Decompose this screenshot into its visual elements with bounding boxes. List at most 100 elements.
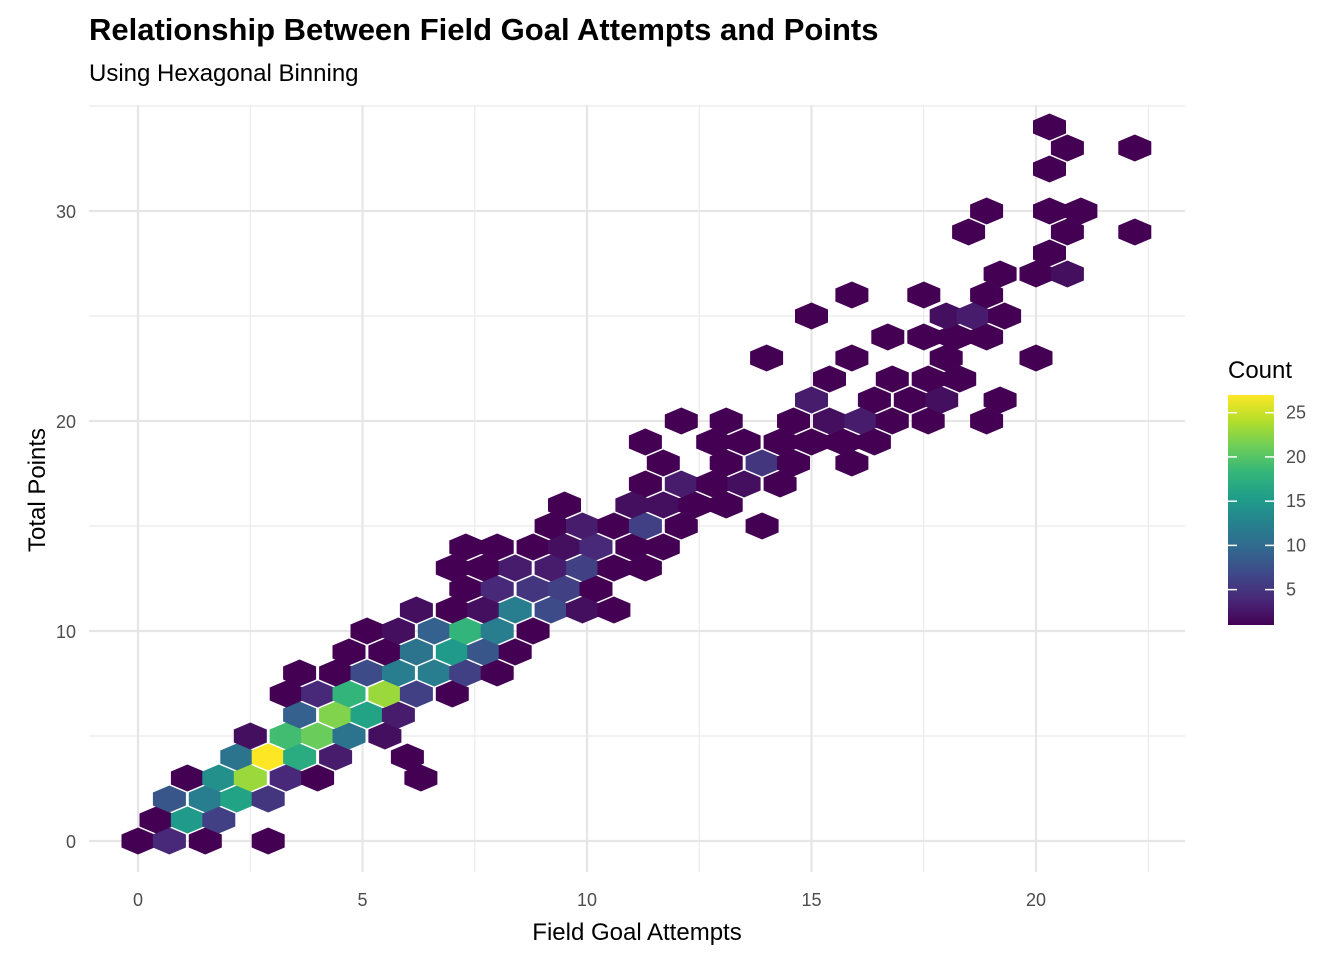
hex-bin (1118, 134, 1152, 162)
hex-bin (1033, 113, 1066, 141)
hex-bin (943, 365, 977, 393)
hexbin-cells (121, 113, 1152, 855)
hex-bin (350, 617, 384, 645)
hex-bin (664, 470, 698, 498)
y-axis-title: Total Points (24, 428, 51, 552)
hex-bin (220, 785, 254, 813)
legend-tick-label: 20 (1286, 447, 1306, 467)
hex-bin (251, 827, 285, 855)
hex-bin (480, 575, 514, 603)
hex-bin (911, 407, 945, 435)
legend: Count 5 10 15 20 25 (1228, 357, 1306, 625)
legend-tick-label: 25 (1286, 403, 1306, 423)
hex-bin (664, 407, 698, 435)
hex-bin (233, 764, 267, 792)
hex-bin (251, 743, 285, 771)
hex-bin (727, 428, 761, 456)
hex-bin (188, 827, 222, 855)
hex-bin (498, 596, 532, 624)
hex-bin (646, 491, 680, 519)
hex-bin (615, 533, 649, 561)
hex-bin (1118, 218, 1152, 246)
legend-colorbar (1228, 395, 1274, 625)
x-tick-label: 15 (801, 890, 821, 910)
hex-bin (283, 659, 317, 687)
hex-bin (983, 260, 1017, 288)
hex-bin (202, 806, 236, 834)
hex-bin (1050, 218, 1084, 246)
hex-bin (319, 743, 353, 771)
hex-bin (283, 743, 317, 771)
y-tick-label: 20 (56, 412, 76, 432)
hex-bin (404, 764, 438, 792)
hex-bin (152, 827, 186, 855)
hex-bin (952, 218, 986, 246)
hex-bin (835, 344, 869, 372)
hex-bin (449, 575, 483, 603)
hex-bin (1033, 155, 1066, 183)
hex-bin (170, 764, 204, 792)
hex-bin (534, 554, 568, 582)
x-tick-label: 0 (133, 890, 143, 910)
hex-bin (745, 512, 779, 540)
hex-bin (795, 302, 828, 330)
hex-bin (301, 722, 335, 750)
hex-bin (628, 512, 662, 540)
y-tick-label: 10 (56, 622, 76, 642)
hex-bin (988, 302, 1022, 330)
hex-bin (152, 785, 186, 813)
legend-title: Count (1228, 357, 1292, 384)
hex-bin (893, 386, 927, 414)
x-axis-title: Field Goal Attempts (532, 919, 741, 946)
hex-bin (911, 365, 945, 393)
hex-bin (368, 722, 402, 750)
hex-bin (579, 575, 613, 603)
hex-bin (709, 407, 743, 435)
hex-bin (566, 554, 599, 582)
hex-bin (615, 491, 649, 519)
hex-bin (467, 554, 501, 582)
hex-bin (251, 785, 285, 813)
hex-bin (727, 470, 761, 498)
hex-bin (871, 323, 905, 351)
hex-bin (875, 407, 909, 435)
y-axis-ticks: 0 10 20 30 (56, 202, 76, 852)
hex-bin (269, 764, 303, 792)
legend-tick-label: 15 (1286, 491, 1306, 511)
hex-bin (745, 449, 779, 477)
hex-bin (709, 491, 743, 519)
hex-bin (350, 659, 384, 687)
hex-bin (970, 407, 1004, 435)
legend-ticks: 5 10 15 20 25 (1228, 403, 1306, 600)
hex-bin (938, 323, 972, 351)
hex-bin (750, 344, 784, 372)
hex-bin (970, 323, 1004, 351)
y-tick-label: 0 (66, 832, 76, 852)
hex-bin (857, 428, 891, 456)
hex-bin (498, 554, 532, 582)
hex-bin (1033, 197, 1066, 225)
hex-bin (319, 659, 353, 687)
hex-bin (534, 512, 568, 540)
hex-bin (449, 617, 483, 645)
hex-bin (925, 386, 959, 414)
hex-bin (381, 659, 415, 687)
hex-bin (467, 638, 501, 666)
hex-bin (1033, 239, 1066, 267)
hex-bin (646, 533, 680, 561)
hex-bin (170, 806, 204, 834)
hex-bin (368, 680, 402, 708)
hex-bin (516, 533, 550, 561)
hex-bin (332, 722, 366, 750)
hex-bin (139, 806, 173, 834)
hex-bin (678, 491, 712, 519)
hex-bin (696, 470, 730, 498)
hex-bin (970, 197, 1004, 225)
hex-bin (929, 344, 963, 372)
hex-bin (121, 827, 155, 855)
hex-bin (875, 365, 909, 393)
hex-bin (548, 533, 581, 561)
hex-bin (188, 785, 222, 813)
hex-bin (1064, 197, 1098, 225)
